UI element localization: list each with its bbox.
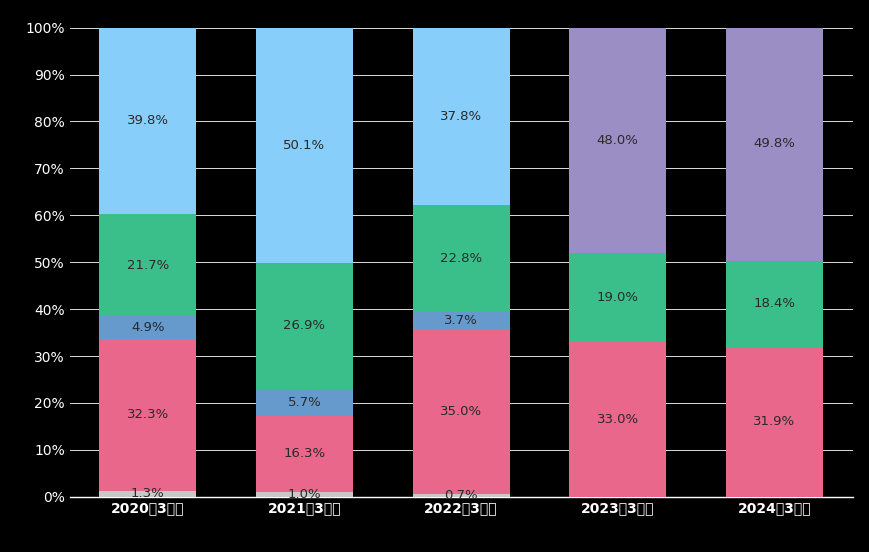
Bar	[725, 347, 822, 497]
Bar	[255, 263, 353, 389]
Text: 22.8%: 22.8%	[440, 252, 481, 265]
Text: 33.0%: 33.0%	[596, 413, 638, 426]
Bar	[725, 27, 822, 261]
Bar	[255, 389, 353, 416]
Text: 5.7%: 5.7%	[288, 396, 321, 409]
Text: 26.9%: 26.9%	[283, 319, 325, 332]
Bar	[99, 491, 196, 497]
Text: 48.0%: 48.0%	[596, 134, 638, 147]
Bar	[568, 342, 666, 497]
Text: 35.0%: 35.0%	[440, 405, 481, 418]
Text: 32.3%: 32.3%	[127, 408, 169, 421]
Text: 37.8%: 37.8%	[440, 110, 481, 123]
Bar	[255, 492, 353, 497]
Text: 4.9%: 4.9%	[131, 321, 164, 334]
Bar	[99, 28, 196, 214]
Bar	[412, 493, 509, 497]
Bar	[255, 28, 353, 263]
Text: 49.8%: 49.8%	[753, 137, 794, 151]
Text: 16.3%: 16.3%	[283, 447, 325, 460]
Bar	[412, 312, 509, 330]
Text: 3.7%: 3.7%	[444, 314, 477, 327]
Text: 39.8%: 39.8%	[127, 114, 169, 128]
Bar	[412, 330, 509, 493]
Bar	[568, 28, 666, 253]
Text: 18.4%: 18.4%	[753, 298, 794, 310]
Text: 50.1%: 50.1%	[283, 139, 325, 152]
Text: 31.9%: 31.9%	[753, 416, 794, 428]
Bar	[568, 253, 666, 342]
Bar	[725, 261, 822, 347]
Bar	[255, 416, 353, 492]
Bar	[99, 316, 196, 339]
Text: 0.7%: 0.7%	[444, 489, 477, 502]
Bar	[412, 28, 509, 205]
Text: 1.0%: 1.0%	[288, 488, 321, 501]
Bar	[412, 205, 509, 312]
Text: 1.3%: 1.3%	[131, 487, 164, 500]
Text: 19.0%: 19.0%	[596, 291, 638, 304]
Bar	[99, 214, 196, 316]
Bar	[99, 339, 196, 491]
Text: 21.7%: 21.7%	[127, 259, 169, 272]
